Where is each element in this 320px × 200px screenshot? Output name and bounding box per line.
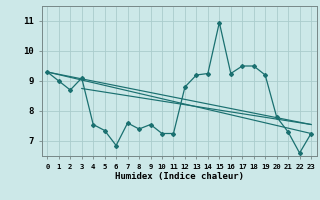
X-axis label: Humidex (Indice chaleur): Humidex (Indice chaleur)	[115, 172, 244, 181]
